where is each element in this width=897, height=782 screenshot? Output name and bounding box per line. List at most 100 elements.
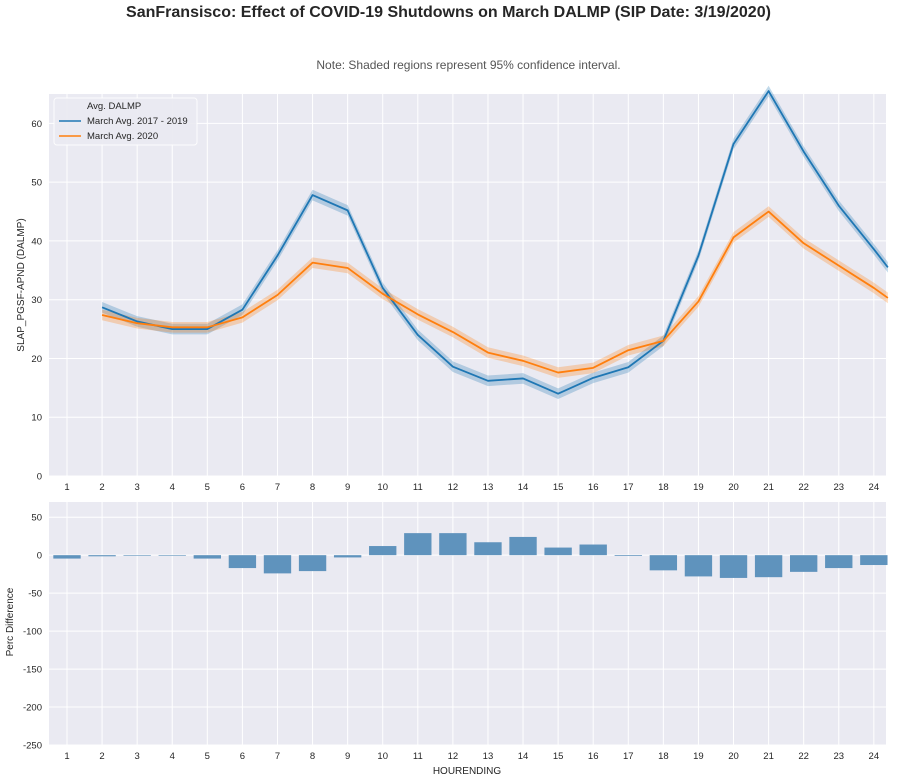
top-x-tick-22: 22 xyxy=(798,482,809,493)
bar-hour-5 xyxy=(193,555,222,559)
bottom-x-tick-17: 17 xyxy=(623,751,634,762)
bar-hour-6 xyxy=(228,555,257,569)
top-x-tick-13: 13 xyxy=(483,482,494,493)
bottom-x-tick-18: 18 xyxy=(658,751,669,762)
bottom-y-tick-labels: 50 0 -50 -100 -150 -200 -250 xyxy=(23,513,42,752)
top-x-tick-23: 23 xyxy=(833,482,844,493)
chart-note: Note: Shaded regions represent 95% confi… xyxy=(316,58,621,72)
bottom-x-tick-12: 12 xyxy=(448,751,459,762)
top-x-tick-11: 11 xyxy=(413,482,423,493)
bottom-x-tick-1: 1 xyxy=(64,751,69,762)
top-x-tick-5: 5 xyxy=(205,482,210,493)
line-series-2 xyxy=(101,210,889,374)
bottom-x-tick-16: 16 xyxy=(588,751,599,762)
top-y-tick-20: 20 xyxy=(31,354,42,365)
bottom-x-tick-8: 8 xyxy=(310,751,315,762)
bar-hour-9 xyxy=(333,555,362,558)
top-plot-background xyxy=(49,94,886,476)
top-x-tick-4: 4 xyxy=(170,482,175,493)
top-x-tick-12: 12 xyxy=(448,482,459,493)
bar-hour-20 xyxy=(719,555,748,578)
bottom-y-axis-label: Perc Difference xyxy=(5,587,16,656)
bar-hour-15 xyxy=(544,547,572,556)
bottom-x-tick-5: 5 xyxy=(205,751,210,762)
top-x-tick-14: 14 xyxy=(518,482,529,493)
top-y-axis-label: SLAP_PGSF-APND (DALMP) xyxy=(16,218,27,351)
top-gridlines xyxy=(49,94,886,477)
top-x-tick-9: 9 xyxy=(345,482,350,493)
bottom-x-tick-11: 11 xyxy=(413,751,423,762)
legend-box xyxy=(53,97,198,146)
bottom-x-tick-6: 6 xyxy=(240,751,245,762)
top-x-tick-3: 3 xyxy=(135,482,140,493)
bar-hour-11 xyxy=(404,533,432,556)
bar-hour-24 xyxy=(860,555,888,566)
bar-hour-17 xyxy=(614,555,642,556)
bar-hour-13 xyxy=(474,542,502,556)
top-y-tick-10: 10 xyxy=(31,413,42,424)
top-x-tick-6: 6 xyxy=(240,482,245,493)
bottom-y-tick--250: -250 xyxy=(23,741,42,752)
bar-hour-21 xyxy=(754,555,783,578)
bar-hour-8 xyxy=(298,555,327,572)
bar-hour-7 xyxy=(263,555,292,574)
top-panel: 1 2 3 4 5 6 7 8 9 10 11 12 13 14 15 16 17 18 19 20 21 22 23 24 … xyxy=(16,85,889,493)
bottom-x-tick-9: 9 xyxy=(345,751,350,762)
bottom-y-tick-0: 0 xyxy=(37,551,42,562)
legend-title: Avg. DALMP xyxy=(87,101,141,112)
bottom-x-tick-24: 24 xyxy=(869,751,880,762)
bottom-x-tick-20: 20 xyxy=(728,751,739,762)
legend-label-series-2: March Avg. 2020 xyxy=(87,131,158,142)
bottom-x-tick-3: 3 xyxy=(135,751,140,762)
top-x-tick-17: 17 xyxy=(623,482,634,493)
bar-hour-3 xyxy=(123,555,151,556)
top-x-tick-20: 20 xyxy=(728,482,739,493)
top-y-tick-30: 30 xyxy=(31,295,42,306)
bottom-x-tick-13: 13 xyxy=(483,751,494,762)
bar-hour-22 xyxy=(789,555,818,572)
bottom-panel: 1 2 3 4 5 6 7 8 9 10 11 12 13 14 15 16 17 18 19 20 21 22 23 24 … xyxy=(5,502,888,777)
bottom-gridlines xyxy=(49,502,886,746)
bottom-x-tick-15: 15 xyxy=(553,751,564,762)
bar-hour-23 xyxy=(825,555,853,569)
bar-hour-19 xyxy=(684,555,713,577)
top-y-tick-40: 40 xyxy=(31,236,42,247)
top-x-tick-2: 2 xyxy=(99,482,104,493)
top-x-tick-labels: 1 2 3 4 5 6 7 8 9 10 11 12 13 14 15 16 17 18 19 20 21 22 23 24 xyxy=(64,482,879,493)
bottom-x-tick-22: 22 xyxy=(798,751,809,762)
bottom-y-tick-50: 50 xyxy=(31,513,42,524)
bar-hour-2 xyxy=(88,555,116,557)
bar-hour-14 xyxy=(509,536,537,556)
bottom-y-tick--150: -150 xyxy=(23,665,42,676)
bottom-x-tick-7: 7 xyxy=(275,751,280,762)
top-x-tick-16: 16 xyxy=(588,482,599,493)
legend: Avg. DALMP March Avg. 2017 - 2019 March … xyxy=(53,97,198,146)
top-y-tick-labels: 0 10 20 30 40 50 60 xyxy=(31,119,42,483)
bottom-x-tick-10: 10 xyxy=(377,751,388,762)
top-series-lines xyxy=(101,90,889,395)
bottom-x-tick-2: 2 xyxy=(99,751,104,762)
top-y-tick-50: 50 xyxy=(31,178,42,189)
top-x-tick-1: 1 xyxy=(64,482,69,493)
top-x-tick-18: 18 xyxy=(658,482,669,493)
top-y-tick-0: 0 xyxy=(37,472,42,483)
legend-label-series-1: March Avg. 2017 - 2019 xyxy=(87,116,188,127)
bottom-x-tick-23: 23 xyxy=(833,751,844,762)
top-x-tick-7: 7 xyxy=(275,482,280,493)
top-x-tick-21: 21 xyxy=(763,482,774,493)
bar-hour-16 xyxy=(579,544,607,556)
bar-hour-12 xyxy=(439,533,467,556)
bar-hour-18 xyxy=(649,555,678,571)
bottom-x-tick-21: 21 xyxy=(763,751,774,762)
bottom-y-tick--50: -50 xyxy=(28,589,42,600)
bar-hour-4 xyxy=(158,555,186,556)
bottom-x-tick-19: 19 xyxy=(693,751,704,762)
bottom-y-tick--200: -200 xyxy=(23,703,42,714)
bottom-bars xyxy=(53,533,888,578)
bar-hour-10 xyxy=(369,546,397,556)
top-x-tick-24: 24 xyxy=(869,482,880,493)
top-x-tick-19: 19 xyxy=(693,482,704,493)
bottom-x-tick-4: 4 xyxy=(170,751,175,762)
chart-title: SanFransisco: Effect of COVID-19 Shutdow… xyxy=(126,4,771,21)
